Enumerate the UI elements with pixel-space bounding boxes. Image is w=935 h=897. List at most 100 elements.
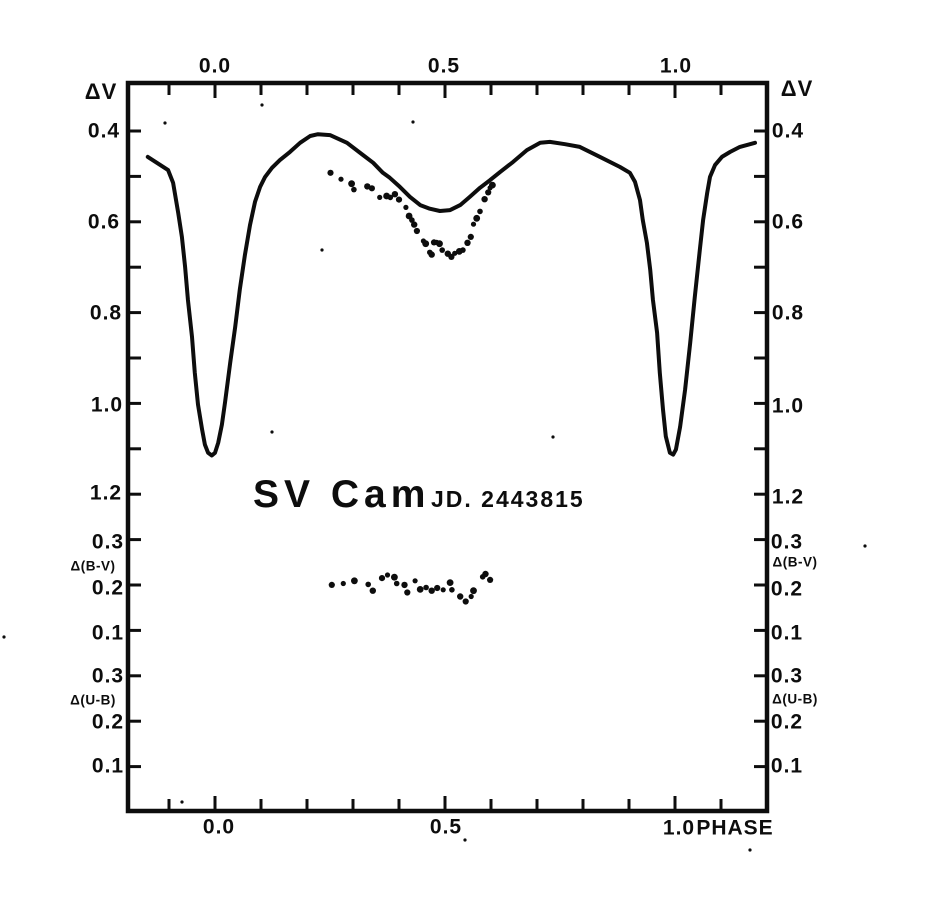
- v-data-point: [422, 240, 430, 248]
- b-v-data-point: [440, 587, 446, 593]
- x-tick-label-top-10: 1.0: [659, 54, 693, 78]
- v-data-point: [338, 176, 344, 182]
- y-tick-label-left-bv-02: 0.2: [91, 576, 125, 600]
- y-tick-label-left-10: 1.0: [90, 393, 124, 417]
- b-v-data-point: [384, 572, 391, 578]
- v-data-point: [327, 169, 334, 176]
- y-tick-label-right-08: 0.8: [771, 301, 805, 325]
- v-data-point: [411, 221, 418, 228]
- b-v-data-point: [449, 587, 455, 593]
- b-v-data-point: [423, 584, 429, 591]
- y-tick-label-right-bv-02: 0.2: [770, 577, 804, 601]
- scan-speck: [180, 800, 184, 804]
- v-data-point: [481, 196, 488, 203]
- left-bv-axis-label: Δ(B-V): [70, 558, 116, 574]
- figure-subtitle: JD. 2443815: [431, 486, 585, 512]
- b-v-data-point: [428, 587, 435, 594]
- y-tick-label-left-bv-01: 0.1: [91, 621, 125, 645]
- v-data-point: [403, 204, 409, 210]
- x-tick-label-top-05: 0.5: [427, 54, 461, 78]
- scan-speck: [863, 544, 867, 548]
- scan-speck: [270, 430, 274, 434]
- y-tick-label-right-ub-02: 0.2: [770, 710, 804, 734]
- scan-speck: [463, 838, 467, 842]
- model-curve: [145, 132, 757, 458]
- scan-speck: [2, 635, 6, 639]
- b-v-data-point: [412, 578, 418, 584]
- left-ub-axis-label: Δ(U-B): [70, 692, 116, 708]
- right-magnitude-axis-label: ΔV: [780, 76, 814, 101]
- b-v-data-point: [446, 579, 454, 586]
- y-tick-label-right-ub-01: 0.1: [770, 754, 804, 778]
- v-data-point: [391, 191, 399, 198]
- scan-speck: [163, 121, 167, 125]
- b-v-data-point: [401, 581, 408, 589]
- b-v-data-point: [328, 581, 335, 589]
- y-tick-label-left-ub-01: 0.1: [91, 754, 125, 778]
- plot-frame: [125, 80, 770, 814]
- v-data-point: [348, 180, 355, 188]
- b-v-data-point: [487, 576, 494, 584]
- b-v-data-point: [378, 575, 386, 582]
- v-data-point: [439, 247, 446, 253]
- v-data-point: [473, 214, 481, 222]
- v-data-point: [387, 194, 394, 201]
- b-v-data-point: [482, 570, 489, 578]
- y-tick-label-left-ub-02: 0.2: [91, 710, 125, 734]
- x-tick-label-bottom-00: 0.0: [202, 815, 236, 839]
- scan-speck: [320, 248, 324, 252]
- v-data-point: [448, 253, 455, 260]
- v-data-point: [428, 251, 435, 258]
- y-tick-label-right-12: 1.2: [771, 485, 805, 509]
- v-data-point: [477, 208, 483, 215]
- b-v-data-point: [351, 577, 358, 585]
- y-tick-label-left-04: 0.4: [87, 119, 121, 143]
- v-data-point: [467, 233, 474, 240]
- x-tick-label-bottom-05: 0.5: [429, 815, 463, 839]
- x-axis-title: PHASE: [696, 816, 774, 840]
- v-data-point: [395, 196, 403, 203]
- y-tick-label-right-06: 0.6: [771, 210, 805, 234]
- v-data-point: [368, 185, 375, 192]
- v-data-point: [489, 181, 496, 189]
- b-v-data-point: [462, 598, 469, 605]
- b-v-data-point: [457, 593, 464, 600]
- b-v-data-point: [365, 581, 372, 588]
- y-tick-label-right-bv-01: 0.1: [770, 621, 804, 645]
- right-bv-axis-label: Δ(B-V): [772, 554, 818, 570]
- v-data-point: [409, 217, 415, 223]
- y-tick-label-right-ub-03: 0.3: [770, 664, 804, 688]
- y-tick-label-right-04: 0.4: [771, 119, 805, 143]
- b-v-data-point: [391, 573, 398, 581]
- scan-speck: [260, 103, 264, 107]
- b-v-data-point: [470, 587, 477, 595]
- b-v-data-point: [416, 586, 424, 593]
- y-tick-label-left-12: 1.2: [89, 481, 123, 505]
- y-tick-label-left-06: 0.6: [87, 210, 121, 234]
- v-data-point: [464, 239, 471, 246]
- b-v-data-point: [393, 580, 400, 587]
- v-data-point: [413, 227, 420, 235]
- v-data-point: [485, 189, 492, 196]
- left-magnitude-axis-label: ΔV: [84, 79, 118, 104]
- b-v-data-point: [434, 584, 441, 592]
- x-tick-label-bottom-10: 1.0: [662, 816, 696, 840]
- v-data-point: [377, 194, 383, 200]
- figure-title: SV Cam: [253, 473, 431, 516]
- b-v-data-point: [340, 580, 346, 587]
- y-tick-label-right-10: 1.0: [771, 394, 805, 418]
- y-tick-label-left-ub-03: 0.3: [91, 664, 125, 688]
- y-tick-label-left-08: 0.8: [89, 301, 123, 325]
- v-data-point: [351, 186, 357, 193]
- v-data-point: [436, 240, 443, 248]
- v-data-point: [470, 221, 477, 227]
- scan-speck: [551, 435, 555, 439]
- y-tick-label-right-bv-03: 0.3: [770, 530, 804, 554]
- b-v-data-point: [369, 587, 376, 594]
- right-ub-axis-label: Δ(U-B): [772, 691, 818, 707]
- y-tick-label-left-bv-03: 0.3: [91, 530, 125, 554]
- b-v-data-point: [404, 589, 411, 596]
- v-data-point: [460, 247, 466, 253]
